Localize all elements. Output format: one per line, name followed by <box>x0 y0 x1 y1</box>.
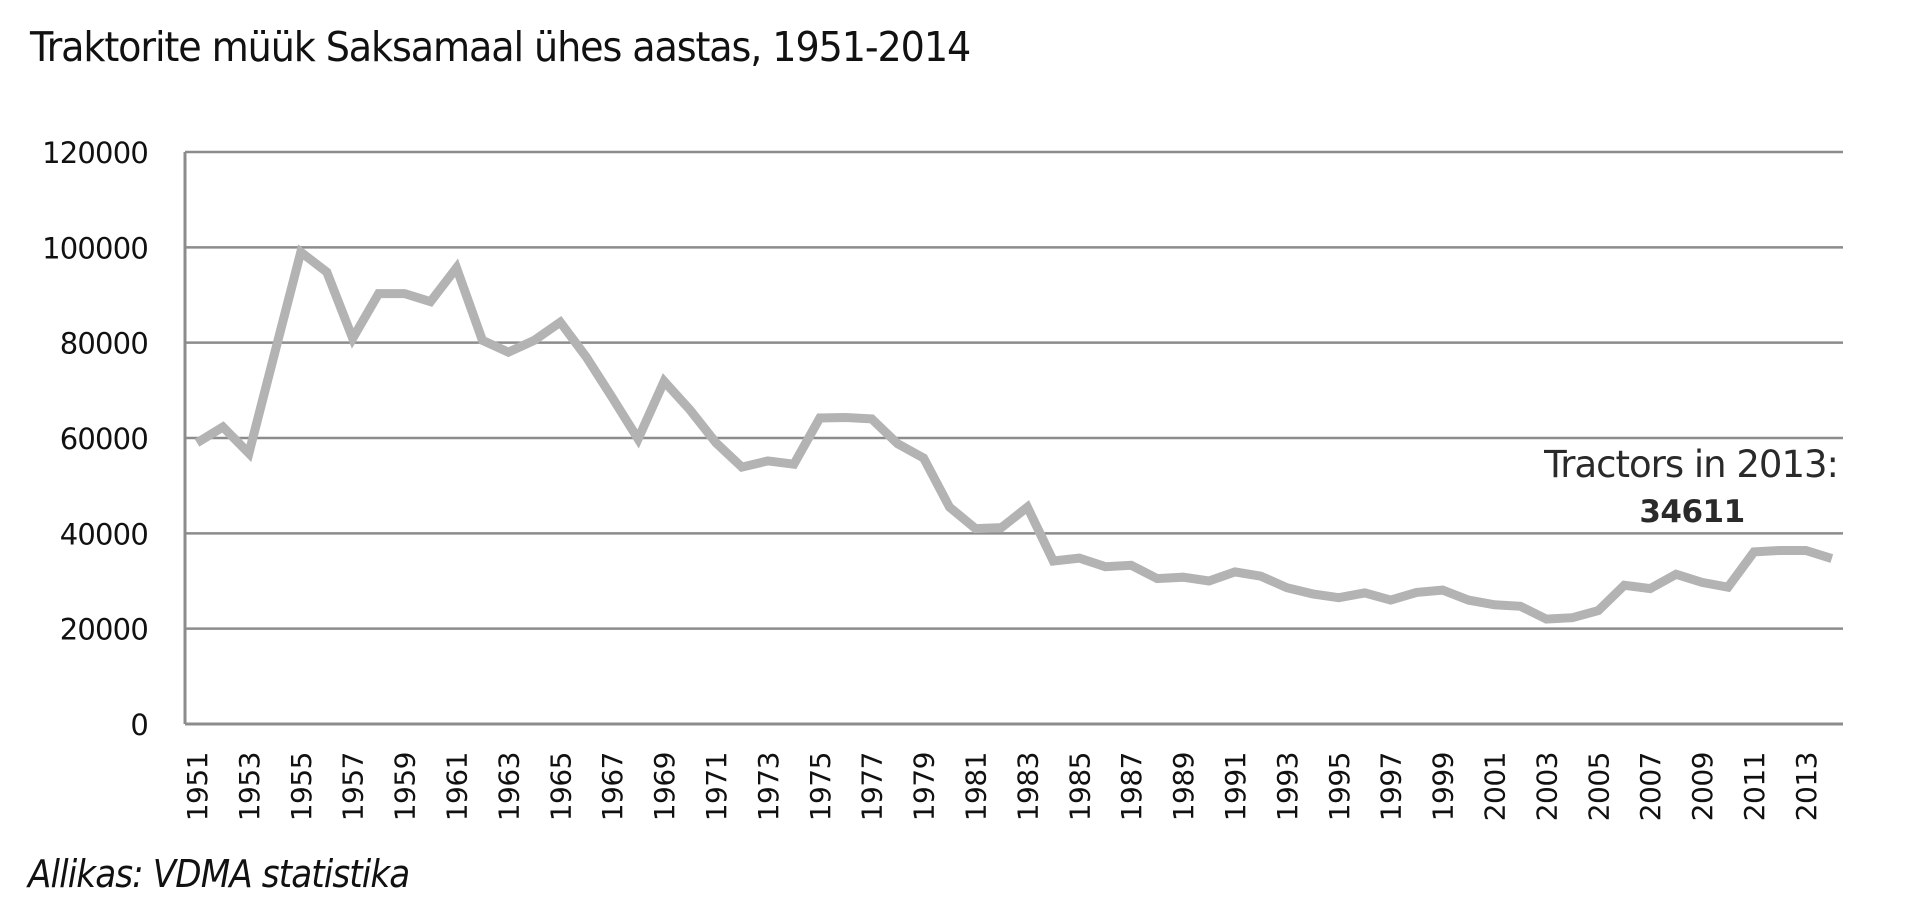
x-tick-label: 2003 <box>1530 752 1563 821</box>
x-tick-label: 1985 <box>1063 752 1096 821</box>
x-tick-label: 2013 <box>1790 752 1823 821</box>
x-tick-label: 1959 <box>389 752 422 821</box>
x-tick-label: 1965 <box>544 752 577 821</box>
x-tick-label: 1975 <box>804 752 837 821</box>
x-tick-label: 2007 <box>1634 752 1667 821</box>
series-line-tractor-sales <box>194 244 1834 624</box>
x-tick-label: 1961 <box>441 752 474 821</box>
x-tick-label: 2009 <box>1686 752 1719 821</box>
x-tick-label: 1963 <box>492 752 525 821</box>
x-tick-label: 2011 <box>1738 752 1771 821</box>
x-tick-label: 1995 <box>1323 752 1356 821</box>
x-tick-label: 1955 <box>285 752 318 821</box>
y-tick-label: 60000 <box>60 422 148 456</box>
x-tick-label: 2005 <box>1582 752 1615 821</box>
x-tick-label: 1981 <box>960 752 993 821</box>
x-tick-label: 1977 <box>856 752 889 821</box>
x-axis-labels: 1951 1953 1955 1957 1959 1961 1963 1965 1967 1969… <box>181 752 1823 821</box>
x-tick-label: 1997 <box>1375 752 1408 821</box>
x-tick-label: 1999 <box>1427 752 1460 821</box>
chart-title: Traktorite müük Saksamaal ühes aastas, 1… <box>30 23 971 71</box>
annotation-value: 34611 <box>1639 494 1744 530</box>
y-tick-label: 40000 <box>60 517 148 551</box>
y-tick-label: 120000 <box>42 136 148 170</box>
y-axis-labels: 0 20000 40000 60000 80000 100000 120000 <box>42 136 149 742</box>
x-tick-label: 1969 <box>648 752 681 821</box>
x-tick-label: 1989 <box>1167 752 1200 821</box>
y-tick-label: 20000 <box>60 613 148 647</box>
x-tick-label: 1993 <box>1271 752 1304 821</box>
x-tick-label: 1987 <box>1115 752 1148 821</box>
y-tick-label: 0 <box>130 708 148 742</box>
y-tick-label: 80000 <box>60 327 148 361</box>
x-tick-label: 1983 <box>1011 752 1044 821</box>
source-note: Allikas: VDMA statistika <box>28 852 410 896</box>
annotation-label: Tractors in 2013: <box>1543 443 1838 486</box>
x-tick-label: 1973 <box>752 752 785 821</box>
x-tick-label: 1979 <box>908 752 941 821</box>
x-tick-label: 1967 <box>596 752 629 821</box>
x-tick-label: 1951 <box>181 752 214 821</box>
x-tick-label: 1971 <box>700 752 733 821</box>
x-tick-label: 1953 <box>233 752 266 821</box>
gridlines <box>185 150 1843 726</box>
x-tick-label: 2001 <box>1479 752 1512 821</box>
x-tick-label: 1991 <box>1219 752 1252 821</box>
y-tick-label: 100000 <box>42 231 148 265</box>
x-tick-label: 1957 <box>337 752 370 821</box>
